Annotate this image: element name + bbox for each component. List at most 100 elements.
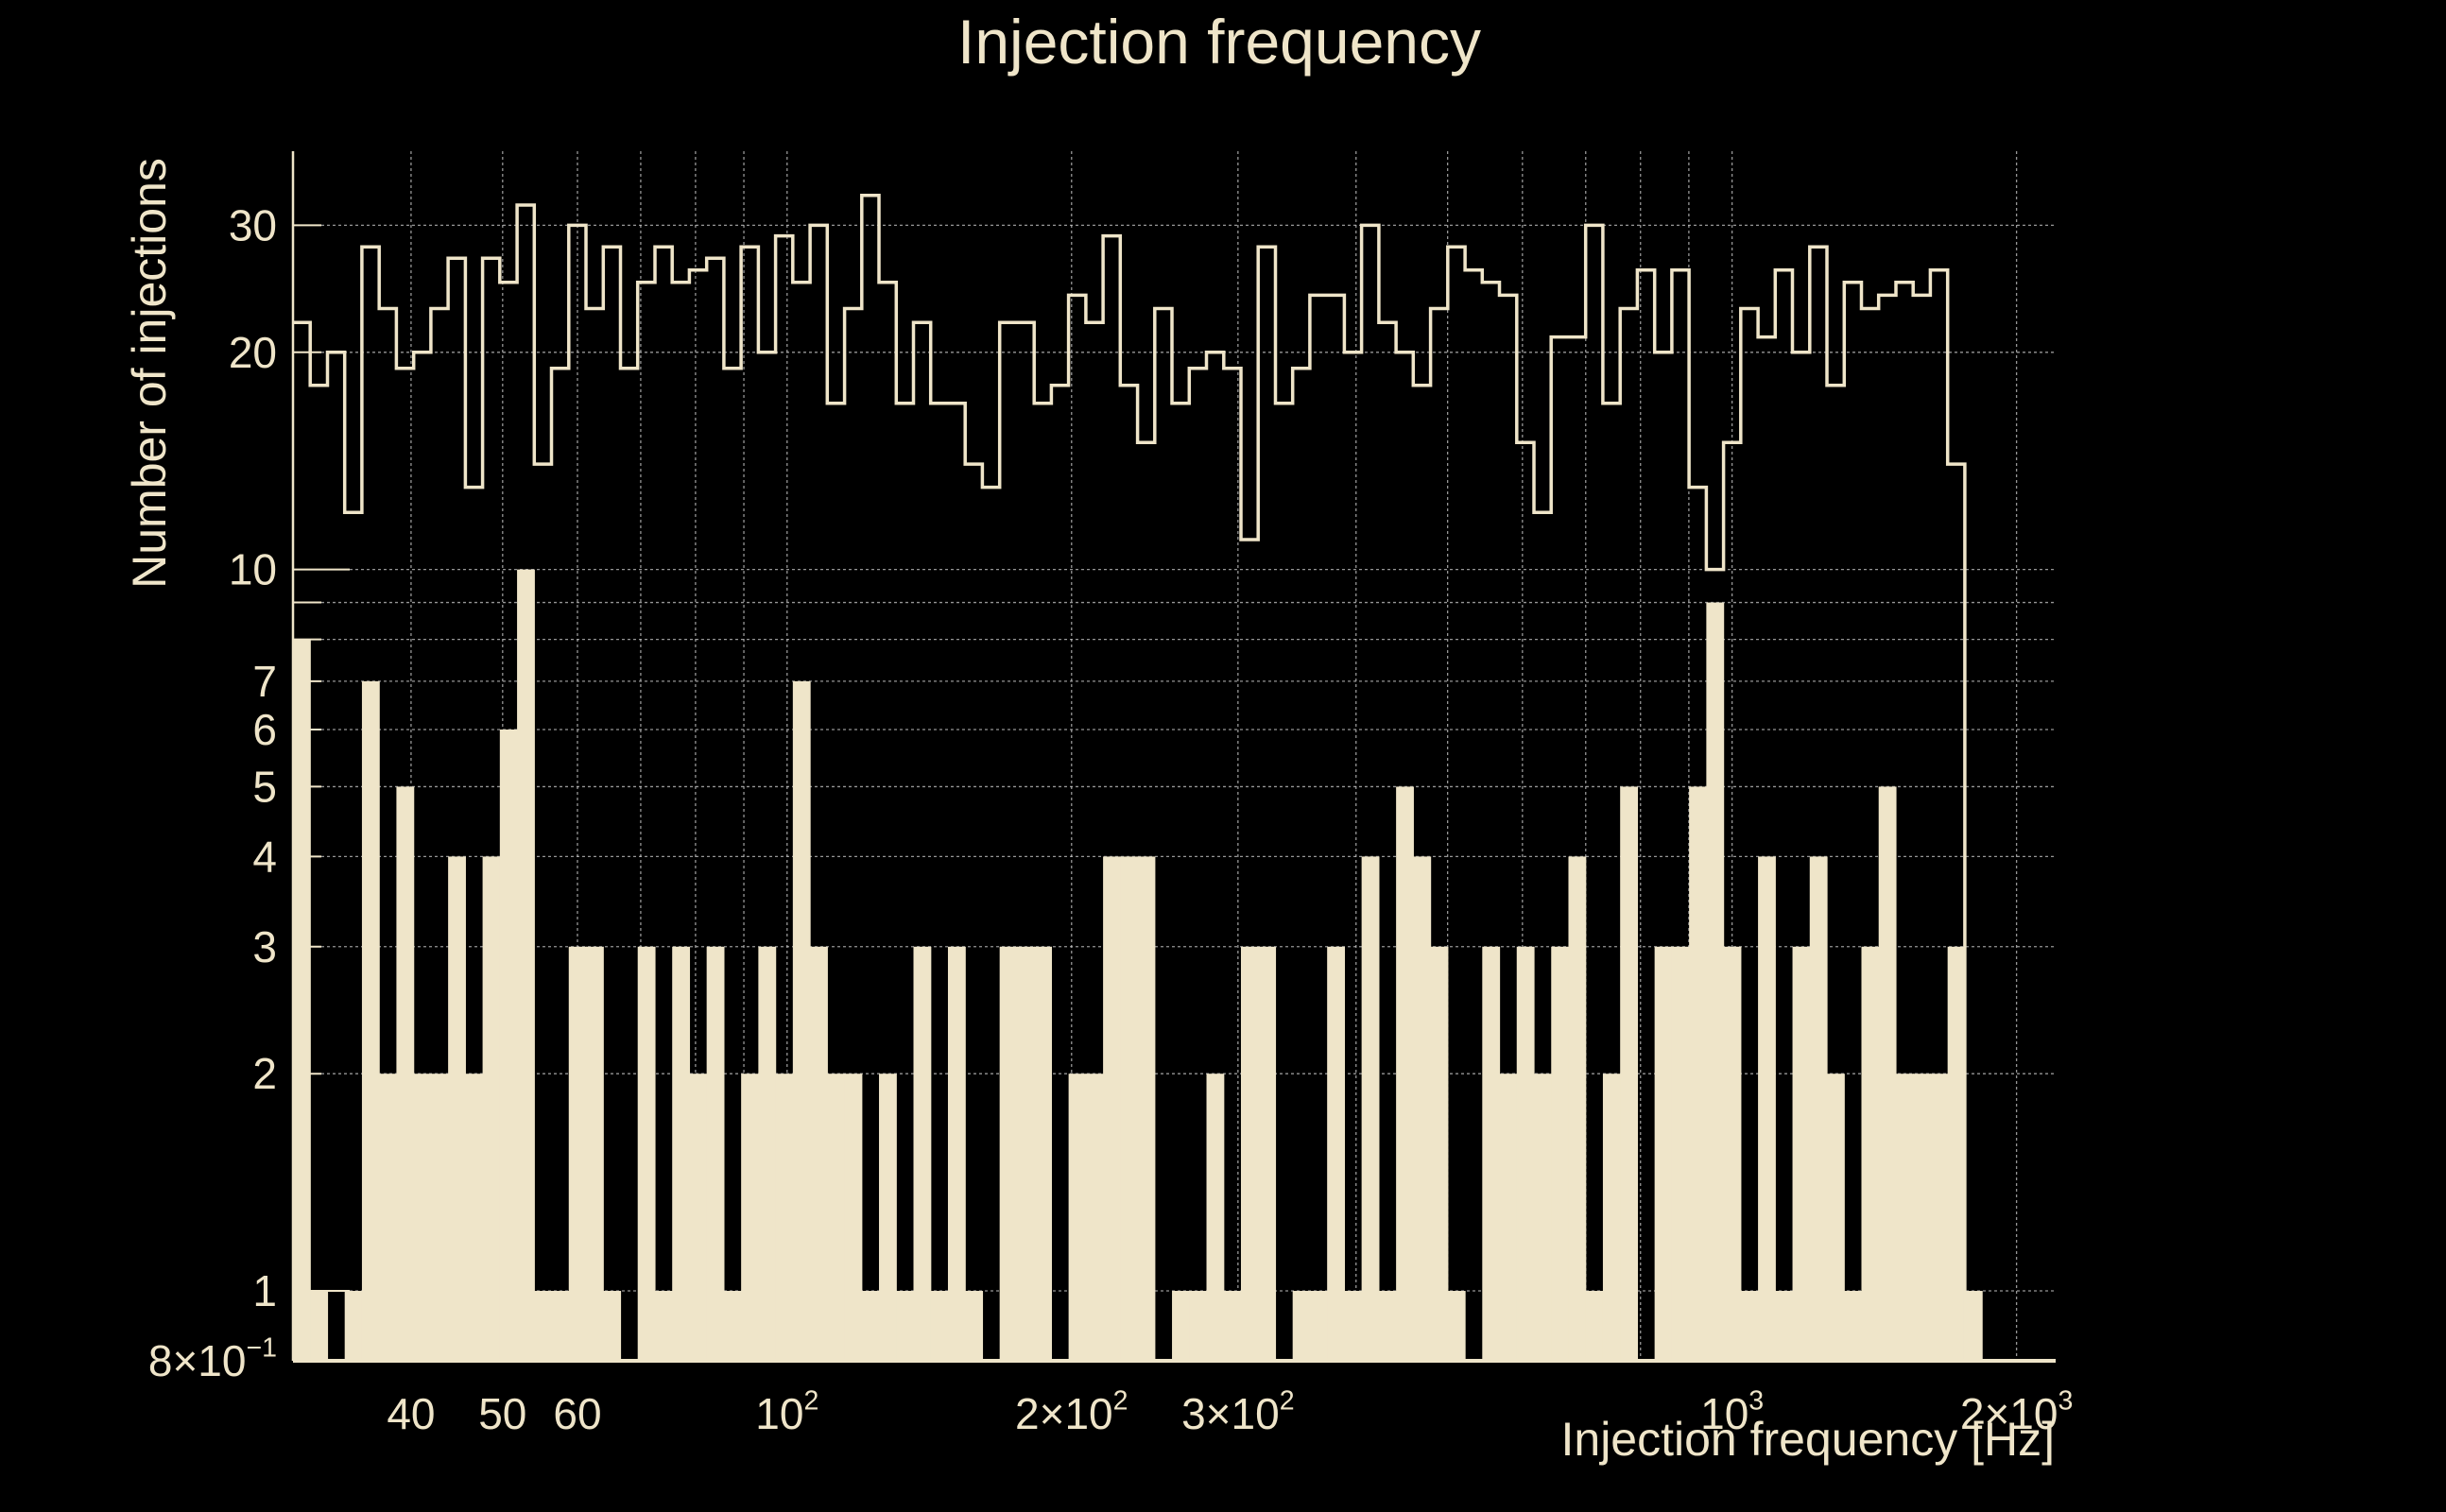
histogram-bar [1913,1074,1932,1361]
histogram-bar [827,1074,846,1361]
histogram-bar [1654,946,1673,1361]
y-axis-label: Number of injections [123,158,176,589]
histogram-bar [1758,856,1776,1361]
histogram-bar [1447,1291,1466,1361]
histogram-bar [396,786,415,1361]
x-axis-label: Injection frequency [Hz] [1561,1413,2056,1466]
histogram-bar [1292,1291,1311,1361]
x-tick-label: 103 [1700,1385,1764,1438]
histogram-bar [1413,856,1432,1361]
histogram-bar [913,946,932,1361]
x-tick-labels: 40 50 60 102 2×102 3×102 103 2×103 [387,1385,2073,1438]
histogram-bar [1344,1291,1363,1361]
histogram-bar [1671,946,1690,1361]
x-tick-label: 2×103 [1960,1385,2073,1438]
histogram-bar [775,1074,794,1361]
histogram-bar [965,1291,984,1361]
histogram-bar [930,1291,949,1361]
histogram-bar [1085,1074,1104,1361]
histogram-bar [861,1291,880,1361]
histogram-bar [1551,946,1570,1361]
histogram-bar [1172,1291,1190,1361]
histogram-bar [499,729,518,1361]
histogram-bar [1378,1291,1397,1361]
histogram-bar [430,1074,449,1361]
histogram-bar [672,946,691,1361]
y-tick-label: 7 [252,657,277,706]
histogram-bar [293,639,311,1361]
histogram-bar [448,856,466,1361]
histogram-bar [896,1291,915,1361]
histogram-bar [1103,856,1121,1361]
histogram-bar [723,1291,742,1361]
histogram-bar [1706,602,1725,1361]
histogram-bar [1016,946,1035,1361]
histogram-bar [379,1074,398,1361]
histogram-bar [879,1074,897,1361]
histogram-bar [637,946,656,1361]
histogram-bar [1120,856,1139,1361]
histogram-bar [654,1291,673,1361]
histogram-bar [999,946,1018,1361]
histogram-bar [1775,1291,1794,1361]
histogram-bar [1809,856,1828,1361]
histogram-bar [1068,1074,1087,1361]
histogram-bar [551,1291,570,1361]
x-tick-label: 40 [387,1389,435,1438]
y-tick-label: 30 [229,200,277,249]
histogram-bar [1844,1291,1863,1361]
x-tick-label: 102 [755,1385,818,1438]
y-tick-labels: 8×10−1 1 2 3 4 5 67 10 20 30 [148,200,277,1385]
x-tick-label: 3×102 [1181,1385,1294,1438]
histogram-bar [792,680,811,1361]
histogram-bar [1895,1074,1914,1361]
y-tick-label: 8×10−1 [148,1332,277,1385]
histogram-bar [1568,856,1587,1361]
histogram-bar [1620,786,1639,1361]
histogram-bar [361,680,380,1361]
histogram-bar [517,569,535,1361]
histogram-bar [1361,856,1380,1361]
histogram-bar [1482,946,1501,1361]
histogram-bar [1223,1291,1242,1361]
y-tick-label: 20 [229,328,277,377]
histogram-bar [1034,946,1052,1361]
histogram-bar [1740,1291,1759,1361]
histogram-bar [1930,1074,1949,1361]
y-tick-label: 4 [252,832,277,881]
histogram-bar [1516,946,1535,1361]
histogram-bar [741,1074,759,1361]
y-tick-label: 1 [252,1266,277,1315]
axes [291,151,2056,1363]
histogram-bar [947,946,966,1361]
histogram-bar [689,1074,708,1361]
histogram-bar [1430,946,1449,1361]
histogram-bar [1206,1074,1225,1361]
histogram-bar [810,946,828,1361]
y-tick-label: 6 [252,705,277,754]
histogram-bar [706,946,725,1361]
histogram-bar [1240,946,1259,1361]
histogram-bar [482,856,501,1361]
histogram-bar [1602,1074,1621,1361]
y-tick-label: 2 [252,1049,277,1098]
histogram-bar [1964,1291,1983,1361]
y-tick-label: 5 [252,762,277,811]
histogram-bar [1137,856,1156,1361]
histogram-bar [1689,786,1707,1361]
histogram-bar [1878,786,1897,1361]
histogram-bar [1827,1074,1845,1361]
histogram-bar [603,1291,622,1361]
histogram-bar [1309,1291,1328,1361]
histogram-bar [1792,946,1811,1361]
histogram-bar [534,1291,553,1361]
histogram-bar [413,1074,432,1361]
x-tick-label: 50 [478,1389,526,1438]
histogram-bar [1585,1291,1604,1361]
histogram-bar [310,1291,329,1361]
histogram-bar [1499,1074,1518,1361]
x-tick-label: 60 [553,1389,601,1438]
histogram-bar [1947,946,1966,1361]
y-tick-label: 10 [229,545,277,594]
